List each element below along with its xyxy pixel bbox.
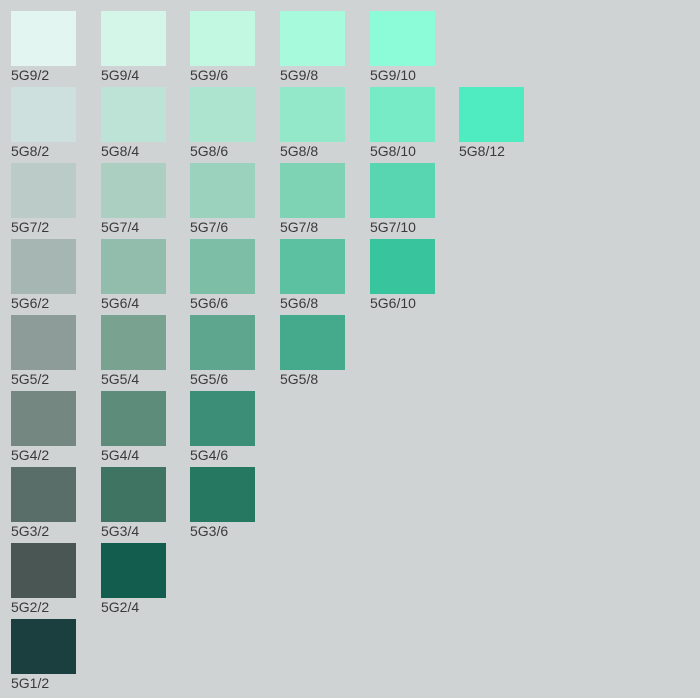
color-chip-5g6-8: [280, 239, 345, 294]
chip-label: 5G3/6: [190, 523, 229, 539]
color-chip-5g5-4: [101, 315, 166, 370]
chip-label: 5G5/6: [190, 371, 229, 387]
chip-label: 5G9/8: [280, 67, 319, 83]
chip-label: 5G3/2: [11, 523, 50, 539]
color-chip-5g4-4: [101, 391, 166, 446]
color-chip-5g6-10: [370, 239, 435, 294]
chip-label: 5G9/4: [101, 67, 140, 83]
chip-label: 5G9/10: [370, 67, 416, 83]
color-chip-5g3-6: [190, 467, 255, 522]
color-chip-5g8-6: [190, 87, 255, 142]
chip-label: 5G3/4: [101, 523, 140, 539]
color-chip-5g3-4: [101, 467, 166, 522]
chip-label: 5G4/4: [101, 447, 140, 463]
chip-label: 5G7/6: [190, 219, 229, 235]
chip-label: 5G8/2: [11, 143, 50, 159]
chip-label: 5G9/2: [11, 67, 50, 83]
color-chip-5g8-8: [280, 87, 345, 142]
chip-label: 5G6/2: [11, 295, 50, 311]
chip-label: 5G5/4: [101, 371, 140, 387]
color-chip-5g8-2: [11, 87, 76, 142]
color-chip-5g2-4: [101, 543, 166, 598]
chip-label: 5G7/8: [280, 219, 319, 235]
chip-label: 5G8/6: [190, 143, 229, 159]
color-chip-5g4-2: [11, 391, 76, 446]
chip-label: 5G9/6: [190, 67, 229, 83]
color-chip-5g9-8: [280, 11, 345, 66]
chip-label: 5G6/6: [190, 295, 229, 311]
chip-label: 5G8/4: [101, 143, 140, 159]
color-chip-5g9-2: [11, 11, 76, 66]
color-chip-5g6-4: [101, 239, 166, 294]
chip-label: 5G6/4: [101, 295, 140, 311]
color-chip-5g5-8: [280, 315, 345, 370]
color-chip-5g8-10: [370, 87, 435, 142]
chip-label: 5G2/4: [101, 599, 140, 615]
color-chip-5g6-2: [11, 239, 76, 294]
color-chip-5g9-6: [190, 11, 255, 66]
chip-label: 5G6/10: [370, 295, 416, 311]
color-chip-5g7-2: [11, 163, 76, 218]
chip-label: 5G2/2: [11, 599, 50, 615]
color-chip-5g7-10: [370, 163, 435, 218]
color-chip-5g3-2: [11, 467, 76, 522]
chip-label: 5G7/2: [11, 219, 50, 235]
chip-label: 5G5/2: [11, 371, 50, 387]
chip-label: 5G4/2: [11, 447, 50, 463]
color-chip-5g5-6: [190, 315, 255, 370]
chip-label: 5G8/8: [280, 143, 319, 159]
color-chip-5g7-6: [190, 163, 255, 218]
chip-label: 5G4/6: [190, 447, 229, 463]
chip-label: 5G8/10: [370, 143, 416, 159]
color-chip-5g7-8: [280, 163, 345, 218]
color-chip-5g6-6: [190, 239, 255, 294]
color-chip-5g7-4: [101, 163, 166, 218]
color-chip-5g8-4: [101, 87, 166, 142]
color-chip-5g1-2: [11, 619, 76, 674]
chip-label: 5G7/4: [101, 219, 140, 235]
color-chip-5g5-2: [11, 315, 76, 370]
chip-label: 5G5/8: [280, 371, 319, 387]
chip-label: 5G7/10: [370, 219, 416, 235]
color-chip-5g8-12: [459, 87, 524, 142]
color-chip-5g9-4: [101, 11, 166, 66]
chip-label: 5G6/8: [280, 295, 319, 311]
color-chip-5g4-6: [190, 391, 255, 446]
color-chip-5g2-2: [11, 543, 76, 598]
color-chip-5g9-10: [370, 11, 435, 66]
chip-label: 5G1/2: [11, 675, 50, 691]
chip-label: 5G8/12: [459, 143, 505, 159]
